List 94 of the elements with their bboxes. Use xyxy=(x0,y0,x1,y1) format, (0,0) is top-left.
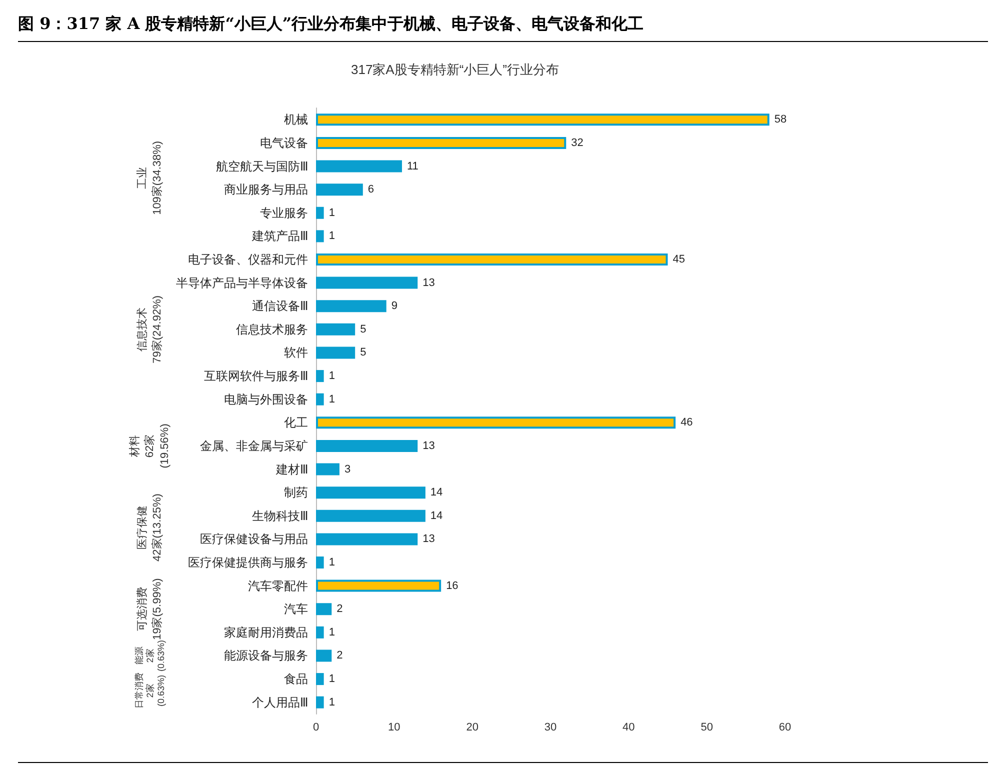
y-tick-label: 互联网软件与服务Ⅲ xyxy=(204,369,308,384)
data-label: 2 xyxy=(336,603,343,616)
text: 材料 62家 (19.56%) xyxy=(128,424,171,468)
data-label: 13 xyxy=(422,440,435,452)
bar xyxy=(316,254,668,266)
y-tick-label: 专业服务 xyxy=(260,206,308,220)
data-label: 6 xyxy=(368,184,374,196)
data-label: 1 xyxy=(328,393,335,406)
x-tick-label: 40 xyxy=(622,722,635,734)
data-label: 1 xyxy=(328,370,335,382)
text: 信息技术 79家(24.92%) xyxy=(136,295,164,364)
bar xyxy=(316,114,770,126)
bar xyxy=(316,580,442,592)
x-tick-label: 0 xyxy=(312,722,320,734)
data-label: 1 xyxy=(328,556,335,568)
x-tick-label: 10 xyxy=(388,722,400,734)
data-label: 14 xyxy=(430,510,443,522)
y-tick-label: 家庭耐用消费品 xyxy=(224,625,308,640)
data-label: 3 xyxy=(344,463,351,476)
bar xyxy=(316,440,418,452)
bar xyxy=(316,393,324,406)
chart-title: 图 9：317 家 A 股专精特新“小巨人”行业分布集中于机械、电子设备、电气设备和化工 xyxy=(18,14,988,42)
bar xyxy=(316,533,418,546)
data-label: 45 xyxy=(672,254,685,266)
data-label: 1 xyxy=(328,626,335,638)
y-tick-label: 通信设备Ⅲ xyxy=(252,299,308,314)
bar xyxy=(316,276,418,289)
bar xyxy=(316,323,356,336)
data-label: 13 xyxy=(422,276,435,289)
data-label: 1 xyxy=(328,673,335,686)
y-tick-label: 金属、非金属与采矿 xyxy=(200,438,308,453)
y-tick-label: 机械 xyxy=(284,112,308,127)
data-label: 1 xyxy=(328,206,335,219)
bar xyxy=(316,556,324,568)
data-label: 14 xyxy=(430,486,443,499)
y-tick-label: 信息技术服务 xyxy=(236,322,308,336)
y-tick-label: 医疗保健设备与用品 xyxy=(200,532,308,546)
bar xyxy=(316,300,386,312)
y-tick-label: 航空航天与国防Ⅲ xyxy=(216,159,308,174)
y-tick-label: 汽车零配件 xyxy=(248,578,308,593)
data-label: 46 xyxy=(680,416,693,429)
data-label: 58 xyxy=(774,114,787,126)
bar xyxy=(316,230,324,242)
x-tick-label: 20 xyxy=(466,722,478,734)
y-tick-label: 化工 xyxy=(284,416,308,430)
data-label: 1 xyxy=(328,696,335,708)
text: 日常消费 2家 (0.63%) xyxy=(134,672,166,709)
bar xyxy=(316,160,402,172)
bar xyxy=(316,346,356,359)
x-tick-label: 50 xyxy=(700,722,713,734)
y-tick-label: 电子设备、仪器和元件 xyxy=(188,252,308,266)
y-tick-label: 生物科技Ⅲ xyxy=(252,508,308,523)
text: 医疗保健 42家(13.25%) xyxy=(136,494,164,562)
bar xyxy=(316,463,340,476)
bar xyxy=(316,696,324,708)
text: 工业 109家(34.38%) xyxy=(136,140,164,215)
bar xyxy=(316,673,324,686)
data-label: 11 xyxy=(406,160,418,172)
y-tick-label: 汽车 xyxy=(284,602,308,616)
bar xyxy=(316,603,332,616)
data-label: 9 xyxy=(391,300,398,312)
data-label: 13 xyxy=(422,533,435,546)
y-tick-label: 食品 xyxy=(284,672,308,686)
bar xyxy=(316,370,324,382)
y-tick-label: 软件 xyxy=(284,346,308,360)
bar xyxy=(316,416,676,429)
y-tick-label: 个人用品Ⅲ xyxy=(252,695,308,710)
bar xyxy=(316,206,324,219)
y-tick-label: 建材Ⅲ xyxy=(275,462,308,476)
data-label: 1 xyxy=(328,230,335,242)
bar xyxy=(316,486,426,499)
x-tick-label: 60 xyxy=(778,722,792,734)
y-tick-label: 电气设备 xyxy=(260,136,308,150)
data-label: 5 xyxy=(360,346,366,359)
data-label: 2 xyxy=(336,650,343,662)
data-label: 5 xyxy=(360,323,366,336)
chart-subtitle: 317家A股专精特新“小巨人”行业分布 xyxy=(350,62,560,77)
bar xyxy=(316,184,363,196)
y-tick-label: 建筑产品Ⅲ xyxy=(251,229,308,244)
y-tick-label: 半导体产品与半导体设备 xyxy=(176,276,308,290)
y-tick-label: 电脑与外围设备 xyxy=(224,392,308,406)
bar xyxy=(316,510,426,522)
text: 能源 2家 (0.63%) xyxy=(134,640,166,672)
bar xyxy=(316,650,332,662)
bar xyxy=(316,626,324,638)
text: 可选消费 19家(5.99%) xyxy=(136,578,164,640)
y-tick-label: 能源设备与服务 xyxy=(224,648,308,663)
y-tick-label: 商业服务与用品 xyxy=(224,182,308,197)
x-tick-label: 30 xyxy=(544,722,557,734)
bar xyxy=(316,136,566,149)
data-label: 32 xyxy=(571,136,584,149)
y-tick-label: 制药 xyxy=(284,486,308,500)
y-tick-label: 医疗保健提供商与服务 xyxy=(188,556,308,570)
data-label: 16 xyxy=(446,580,458,592)
